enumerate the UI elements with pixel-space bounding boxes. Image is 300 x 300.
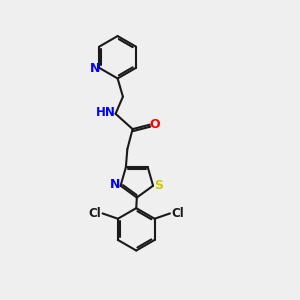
Text: Cl: Cl [89, 207, 102, 220]
Text: N: N [90, 62, 100, 75]
Text: Cl: Cl [171, 207, 184, 220]
Text: N: N [110, 178, 120, 191]
Text: HN: HN [96, 106, 116, 118]
Text: O: O [149, 118, 160, 130]
Text: S: S [154, 178, 164, 192]
